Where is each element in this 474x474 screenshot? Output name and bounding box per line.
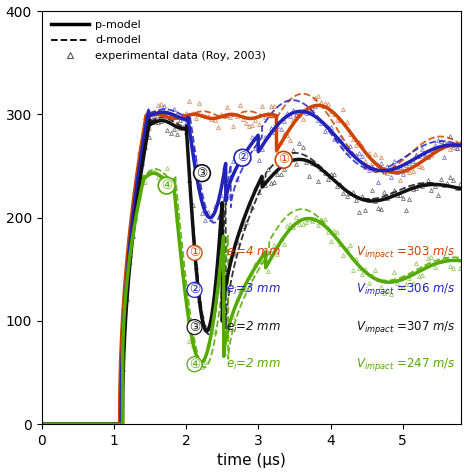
X-axis label: time (μs): time (μs) [217, 454, 285, 468]
Text: $e_i$=3 $mm$: $e_i$=3 $mm$ [226, 283, 281, 298]
Text: $e_i$=4 $mm$: $e_i$=4 $mm$ [226, 245, 281, 260]
Text: ②: ② [189, 283, 200, 296]
Text: $e_i$=2 $mm$: $e_i$=2 $mm$ [226, 319, 281, 335]
Text: ④: ④ [161, 179, 172, 192]
Text: ③: ③ [196, 167, 208, 180]
Text: $V_{impact}$ =307 $m/s$: $V_{impact}$ =307 $m/s$ [356, 319, 456, 336]
Text: $V_{impact}$ =247 $m/s$: $V_{impact}$ =247 $m/s$ [356, 356, 456, 373]
Text: ②: ② [237, 151, 248, 164]
Text: ①: ① [189, 246, 200, 259]
Text: $e_i$=2 $mm$: $e_i$=2 $mm$ [226, 357, 281, 372]
Text: $V_{impact}$ =306 $m/s$: $V_{impact}$ =306 $m/s$ [356, 282, 456, 299]
Text: ④: ④ [189, 358, 200, 371]
Text: ③: ③ [189, 320, 200, 334]
Text: ①: ① [278, 153, 289, 166]
Legend: p-model, d-model, experimental data (Roy, 2003): p-model, d-model, experimental data (Roy… [47, 17, 269, 64]
Text: $V_{impact}$ =303 $m/s$: $V_{impact}$ =303 $m/s$ [356, 244, 456, 261]
